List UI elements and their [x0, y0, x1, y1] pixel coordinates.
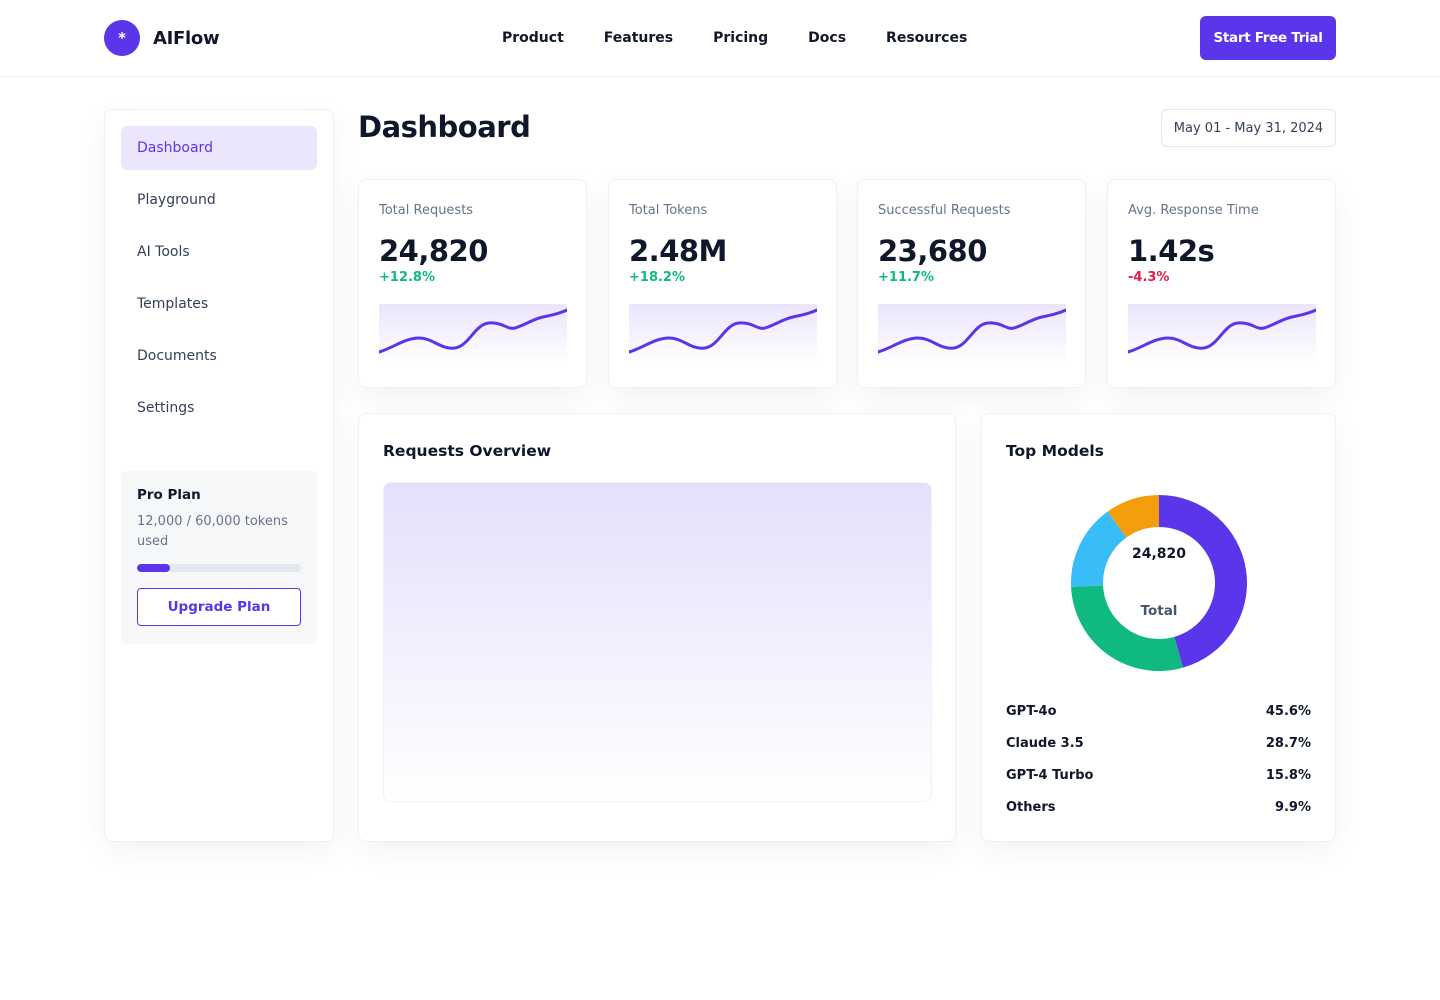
stat-value: 2.48M: [629, 234, 727, 268]
sidebar-item-ai-tools[interactable]: AI Tools: [137, 244, 190, 260]
sparkline-line: [1128, 308, 1316, 354]
model-name: GPT-4o: [1006, 704, 1057, 719]
stat-delta: +12.8%: [379, 270, 435, 285]
top-navigation-bar: * AIFlow Product Features Pricing Docs R…: [0, 0, 1440, 77]
plan-card: Pro Plan 12,000 / 60,000 tokens used Upg…: [121, 471, 317, 644]
model-legend-row: Others 9.9%: [1006, 800, 1311, 815]
upgrade-plan-button[interactable]: Upgrade Plan: [137, 588, 301, 626]
plan-title: Pro Plan: [137, 487, 201, 503]
model-legend-row: Claude 3.5 28.7%: [1006, 736, 1311, 751]
stat-label: Total Requests: [379, 203, 474, 218]
nav-link-pricing[interactable]: Pricing: [713, 30, 769, 46]
sidebar-item-playground[interactable]: Playground: [137, 192, 216, 208]
nav-link-features[interactable]: Features: [603, 30, 674, 46]
donut-slice-gpt-4-turbo: [1071, 511, 1127, 587]
sparkline-line: [629, 308, 817, 354]
stat-delta: +18.2%: [629, 270, 685, 285]
sidebar-item-settings[interactable]: Settings: [137, 400, 195, 416]
sidebar: Dashboard Playground AI Tools Templates …: [104, 109, 334, 842]
stat-value: 1.42s: [1128, 234, 1215, 268]
brand-name: AIFlow: [153, 27, 220, 49]
panel-title: Requests Overview: [383, 442, 552, 460]
sparkline-line: [878, 308, 1066, 354]
requests-overview-chart-area: [383, 482, 932, 802]
nav-link-resources[interactable]: Resources: [886, 30, 968, 46]
nav-link-docs[interactable]: Docs: [808, 30, 847, 46]
stat-card-total-tokens: Total Tokens 2.48M +18.2%: [608, 179, 837, 388]
model-legend-row: GPT-4 Turbo 15.8%: [1006, 768, 1311, 783]
donut-total-caption: Total: [1140, 603, 1178, 619]
date-range-picker[interactable]: May 01 - May 31, 2024: [1161, 109, 1336, 147]
donut-slice-gpt-4o: [1159, 495, 1247, 668]
model-name: Claude 3.5: [1006, 736, 1084, 751]
logo-mark-icon: *: [104, 20, 140, 56]
panel-title: Top Models: [1006, 442, 1104, 460]
sparkline-chart: [629, 304, 817, 364]
sidebar-item-templates[interactable]: Templates: [137, 296, 209, 312]
sparkline-line: [379, 308, 567, 354]
stat-value: 23,680: [878, 234, 987, 268]
model-name: Others: [1006, 800, 1056, 815]
stat-value: 24,820: [379, 234, 488, 268]
plan-usage-text: 12,000 / 60,000 tokens used: [137, 514, 288, 549]
start-free-trial-button[interactable]: Start Free Trial: [1200, 16, 1336, 60]
model-percent: 45.6%: [1265, 704, 1311, 719]
stat-delta: +11.7%: [878, 270, 934, 285]
sidebar-item-documents[interactable]: Documents: [137, 348, 217, 364]
model-percent: 15.8%: [1265, 768, 1311, 783]
sidebar-item-dashboard[interactable]: Dashboard: [121, 126, 317, 170]
brand-logo[interactable]: * AIFlow: [104, 20, 220, 56]
donut-total-value: 24,820: [1131, 546, 1187, 562]
stat-delta: -4.3%: [1128, 270, 1170, 285]
donut-slice-claude-3-5: [1071, 585, 1184, 671]
stat-card-successful-requests: Successful Requests 23,680 +11.7%: [857, 179, 1086, 388]
main-nav: Product Features Pricing Docs Resources: [502, 30, 1007, 46]
stat-label: Total Tokens: [629, 203, 708, 218]
page-title: Dashboard: [358, 110, 531, 144]
model-legend-row: GPT-4o 45.6%: [1006, 704, 1311, 719]
stat-card-total-requests: Total Requests 24,820 +12.8%: [358, 179, 587, 388]
donut-slice-others: [1107, 495, 1159, 538]
model-percent: 28.7%: [1265, 736, 1311, 751]
sparkline-chart: [878, 304, 1066, 364]
stat-card-avg-response-time: Avg. Response Time 1.42s -4.3%: [1107, 179, 1336, 388]
model-percent: 9.9%: [1274, 800, 1311, 815]
stat-label: Successful Requests: [878, 203, 1011, 218]
stat-label: Avg. Response Time: [1128, 203, 1259, 218]
requests-overview-panel: Requests Overview: [358, 413, 956, 842]
top-models-panel: Top Models 24,820 Total GPT-4o 45.6% Cla…: [981, 413, 1336, 842]
nav-link-product[interactable]: Product: [502, 30, 564, 46]
plan-usage-progress-fill: [137, 564, 170, 572]
top-models-donut-chart: [1071, 495, 1247, 671]
sparkline-chart: [379, 304, 567, 364]
sparkline-chart: [1128, 304, 1316, 364]
model-name: GPT-4 Turbo: [1006, 768, 1094, 783]
plan-usage-progress: [137, 564, 301, 572]
